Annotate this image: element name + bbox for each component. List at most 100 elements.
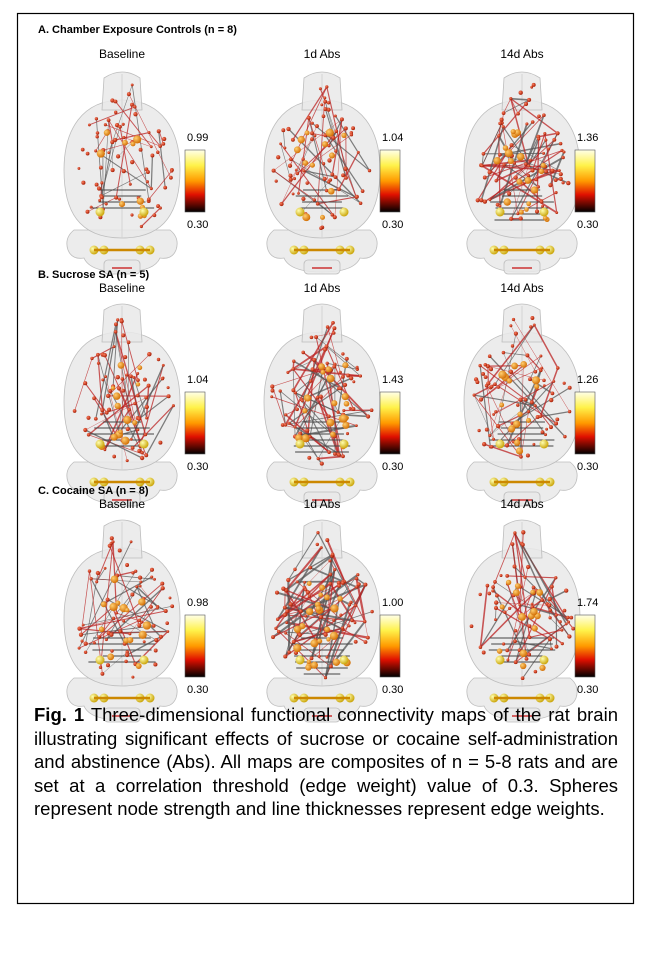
node [526,453,530,457]
node [568,386,572,390]
node [326,362,329,365]
node [511,362,518,369]
node [127,637,133,643]
node [323,633,327,637]
node [281,128,285,132]
node [555,614,558,617]
node [536,589,543,596]
node [331,553,335,557]
brain-map [64,304,180,506]
node [482,152,486,156]
node [319,87,322,90]
node [548,637,552,641]
node [566,616,570,620]
node [131,571,134,574]
node [73,409,77,413]
brain-map [264,72,380,274]
node [327,450,331,454]
node [133,112,137,116]
node [279,202,283,206]
node [519,210,524,215]
node [565,622,568,625]
node [342,422,349,429]
node [139,631,147,639]
node [94,149,97,152]
node [531,120,535,124]
node [298,136,305,143]
node [296,580,299,583]
node [554,178,558,182]
node [310,656,314,660]
node [532,586,536,590]
node [332,619,335,622]
node [563,435,566,438]
node [493,157,500,164]
node [511,344,514,347]
node [540,200,544,204]
node [104,130,110,136]
node [551,392,555,396]
node [77,626,81,630]
node [343,383,347,387]
node [334,114,337,117]
node [502,351,505,354]
node [114,100,118,104]
node [485,428,489,432]
node [327,414,331,418]
node [567,620,570,623]
node [554,576,557,579]
colorbar [185,615,205,677]
node [509,217,513,221]
node [559,620,562,623]
node [96,656,105,665]
node [144,396,148,400]
node [306,608,313,615]
node [98,199,101,202]
node [513,589,520,596]
node [350,133,353,136]
node [97,635,100,638]
node [359,374,362,377]
node [164,609,168,613]
node [298,633,302,637]
node [132,376,135,379]
node [514,332,518,336]
colorbar-max: 0.98 [187,597,208,609]
node [494,618,497,621]
node [355,195,359,199]
node [295,169,298,172]
node [494,600,498,604]
node [558,169,561,172]
node [150,154,154,158]
node [540,208,549,217]
node [341,133,346,138]
colorbar [185,392,205,454]
node [111,168,115,172]
node [291,138,295,142]
node [545,428,548,431]
node [552,380,555,383]
node [340,208,349,217]
node [138,575,142,579]
node [130,160,134,164]
node [284,423,287,426]
node [332,365,336,369]
node [152,624,156,628]
node [302,160,308,166]
node [476,198,480,202]
node [84,641,88,645]
node [499,205,502,208]
node [159,635,163,639]
node [116,154,120,158]
node [110,649,113,652]
node [288,174,292,178]
brain-map [64,72,180,274]
node [314,335,318,339]
node [500,118,504,122]
node [96,353,100,357]
node [107,151,110,154]
node [513,565,517,569]
node [130,593,134,597]
node [131,83,134,86]
node [136,394,140,398]
